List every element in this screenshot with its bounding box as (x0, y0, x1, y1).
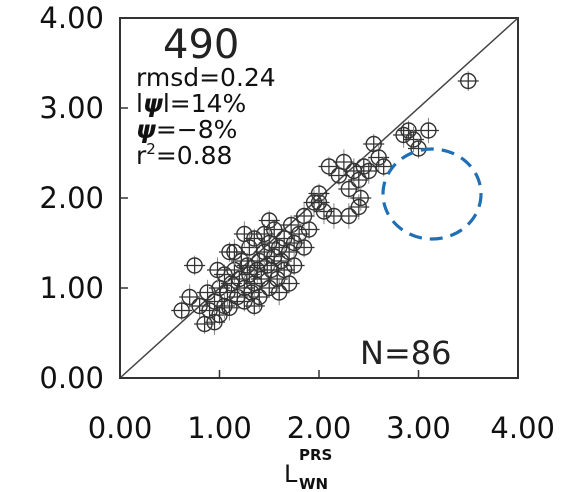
x-axis-label-sub: WN (299, 475, 328, 492)
data-point (207, 257, 229, 283)
y-tick-label: 1.00 (39, 271, 104, 305)
data-point (218, 295, 240, 321)
data-point (243, 296, 265, 316)
data-point (268, 279, 290, 306)
x-tick-label: 2.00 (287, 411, 352, 445)
data-point (393, 122, 415, 148)
psi-symbol-2: ψ (136, 115, 156, 144)
data-point (318, 156, 340, 177)
data-point (298, 219, 320, 240)
data-point (308, 192, 330, 213)
y-tick-label: 2.00 (39, 181, 104, 215)
abs-bar-right: l (163, 89, 170, 118)
data-point (338, 179, 360, 199)
data-point (278, 273, 300, 294)
data-point (288, 221, 310, 247)
data-point (179, 284, 201, 310)
data-point (263, 219, 285, 240)
data-point (209, 275, 230, 301)
x-tick-label: 0.00 (88, 411, 153, 445)
data-point (353, 156, 375, 177)
data-point (238, 264, 260, 285)
data-point (417, 117, 439, 144)
data-point (243, 228, 265, 249)
data-point (338, 203, 360, 229)
stat-rmsd: rmsd=0.24 (136, 63, 276, 92)
data-point (358, 158, 380, 184)
data-point (268, 237, 290, 258)
abs-bar-left: l (136, 89, 143, 118)
data-point (223, 239, 245, 265)
x-axis-label-sup: PRS (299, 446, 332, 464)
psi-symbol: ψ (143, 89, 163, 118)
stat-abs-psi: lψl=14% (136, 89, 246, 118)
y-tick-label: 0.00 (39, 361, 104, 395)
stat-psi: ψ=−8% (136, 115, 237, 144)
data-point (350, 185, 372, 211)
points-layer (171, 71, 479, 335)
y-tick-label: 3.00 (39, 91, 104, 125)
stat-r2: r2=0.88 (136, 140, 232, 170)
data-point (398, 120, 420, 141)
x-tick-label: 3.00 (386, 411, 451, 445)
y-tick-label: 4.00 (39, 1, 104, 35)
data-point (368, 144, 390, 171)
data-point (457, 71, 479, 91)
data-point (258, 210, 280, 231)
chart-title: 490 (163, 22, 239, 68)
x-tick-label: 1.00 (187, 411, 252, 445)
x-tick-label: 4.00 (490, 411, 555, 445)
data-point (283, 255, 305, 276)
stat-r2-value: =0.88 (156, 141, 233, 170)
y-ticks: 0.00 1.00 2.00 3.00 4.00 (39, 1, 128, 395)
data-point (184, 255, 206, 276)
data-point (233, 221, 255, 247)
x-axis-label: L (284, 460, 298, 488)
data-point (293, 237, 315, 258)
empty-region-annotation (381, 147, 483, 241)
x-ticks: 0.00 1.00 2.00 3.00 4.00 (88, 370, 555, 445)
r-symbol: r (136, 141, 147, 170)
stat-abs-psi-value: =14% (170, 89, 247, 118)
r-squared-exp: 2 (146, 140, 156, 158)
data-point (171, 300, 193, 321)
stat-psi-value: =−8% (156, 115, 238, 144)
n-count-label: N=86 (360, 334, 451, 372)
